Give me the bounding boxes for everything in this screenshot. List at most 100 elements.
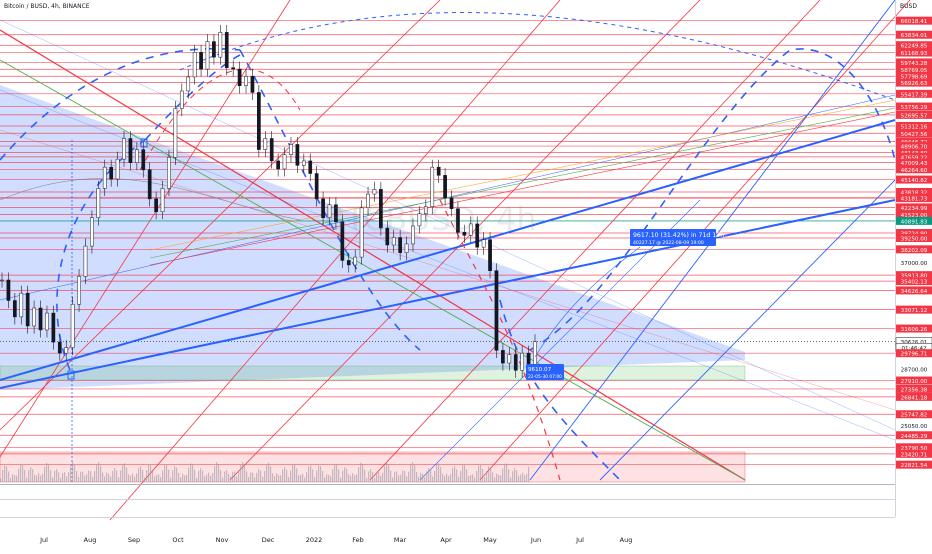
volume-bar (388, 464, 390, 482)
volume-bar (228, 473, 230, 482)
price-label-bg (896, 431, 932, 440)
volume-bar (210, 475, 212, 482)
volume-bar (526, 473, 528, 482)
volume-bar (414, 465, 416, 482)
candle-body (301, 160, 306, 166)
volume-bar (424, 477, 426, 482)
right-channel-blue-line (419, 199, 701, 481)
candle-body (501, 350, 505, 364)
volume-bar (84, 475, 86, 482)
volume-bar (468, 476, 470, 482)
price-label-bg (896, 277, 932, 286)
volume-bar (138, 467, 140, 482)
volume-bar (126, 467, 128, 482)
volume-bar (310, 465, 312, 482)
volume-bar (130, 475, 132, 482)
volume-bar (96, 464, 98, 482)
measure-label: 9617.10 (31.42%) in 71d 12h (633, 232, 724, 239)
candle-body (456, 208, 460, 233)
volume-bar (162, 470, 164, 482)
volume-bar (326, 474, 328, 482)
candle-body (51, 312, 56, 343)
dashed-blue-arc (499, 299, 621, 481)
price-tick-label: 37000.00 (901, 261, 928, 267)
volume-bar (450, 473, 452, 482)
volume-bar (338, 469, 340, 482)
candle-body (295, 144, 300, 166)
price-label-bg (896, 216, 932, 225)
candle-body (244, 75, 248, 86)
volume-bar (418, 476, 420, 482)
volume-bar (242, 462, 244, 482)
volume-bar (290, 470, 292, 482)
price-tick-label: 51312.16 (901, 125, 928, 131)
price-label-bg (896, 137, 932, 146)
candle-body (90, 217, 94, 247)
volume-bar (394, 472, 396, 482)
volume-bar (216, 462, 218, 482)
volume-bar (234, 471, 236, 482)
volume-bar (178, 472, 180, 482)
volume-bar (324, 477, 326, 482)
volume-bar (386, 462, 388, 482)
volume-bar (132, 473, 134, 482)
price-tick-label: 42234.99 (901, 206, 928, 212)
candle-body (38, 307, 43, 331)
volume-bar (346, 468, 348, 482)
volume-bar (472, 474, 474, 482)
volume-bar (254, 477, 256, 482)
candle-body (0, 279, 4, 282)
price-label-bg (896, 228, 932, 237)
price-label-bg (896, 129, 932, 138)
volume-bar (282, 469, 284, 482)
volume-bar (352, 473, 354, 482)
candle-body (19, 292, 24, 318)
volume-bar (172, 470, 174, 482)
price-label-bg (896, 449, 932, 458)
price-tick-label: 61168.93 (901, 51, 928, 57)
candle-body (520, 352, 525, 371)
descending-red-line (0, 29, 746, 481)
volume-bar (100, 465, 102, 482)
price-label-bg (896, 158, 932, 167)
volume-bar (256, 472, 258, 482)
volume-bar (168, 469, 170, 482)
volume-bar (226, 470, 228, 482)
chart-title: Bitcoin / BUSD, 4h, BINANCE (4, 3, 90, 10)
volume-bar (522, 472, 524, 482)
price-tick-label: 46264.60 (901, 168, 928, 174)
currency-label: BUSD (900, 3, 917, 10)
candle-body (526, 352, 531, 365)
volume-bar (40, 475, 42, 482)
dashed-blue-arc (529, 48, 896, 351)
candle-body (263, 138, 268, 150)
volume-bar (504, 463, 506, 482)
red-fan-line (0, 0, 291, 458)
volume-bar (274, 476, 276, 482)
candle-body (366, 193, 370, 208)
volume-bar (92, 476, 94, 482)
volume-bar (430, 470, 432, 482)
volume-bar (116, 470, 118, 482)
x-tick-label: Oct (172, 536, 184, 544)
volume-bar (362, 463, 364, 482)
price-label-bg (896, 410, 932, 419)
price-tick-label: 52695.57 (901, 113, 928, 119)
volume-bar (0, 478, 2, 482)
volume-bar (462, 465, 464, 482)
candle-body (205, 41, 210, 70)
volume-bar (166, 464, 168, 482)
price-label-bg (896, 148, 932, 157)
price-tick-label: 35913.80 (901, 274, 928, 280)
volume-bar (272, 473, 274, 482)
volume-bar (308, 466, 310, 482)
volume-bar (484, 477, 486, 482)
dashed-red-arc (439, 199, 561, 481)
price-tick-label: 28700.00 (901, 367, 928, 373)
volume-bar (218, 463, 220, 482)
volume-bar (368, 471, 370, 482)
volume-bar (232, 471, 234, 482)
candle-body (186, 76, 191, 92)
